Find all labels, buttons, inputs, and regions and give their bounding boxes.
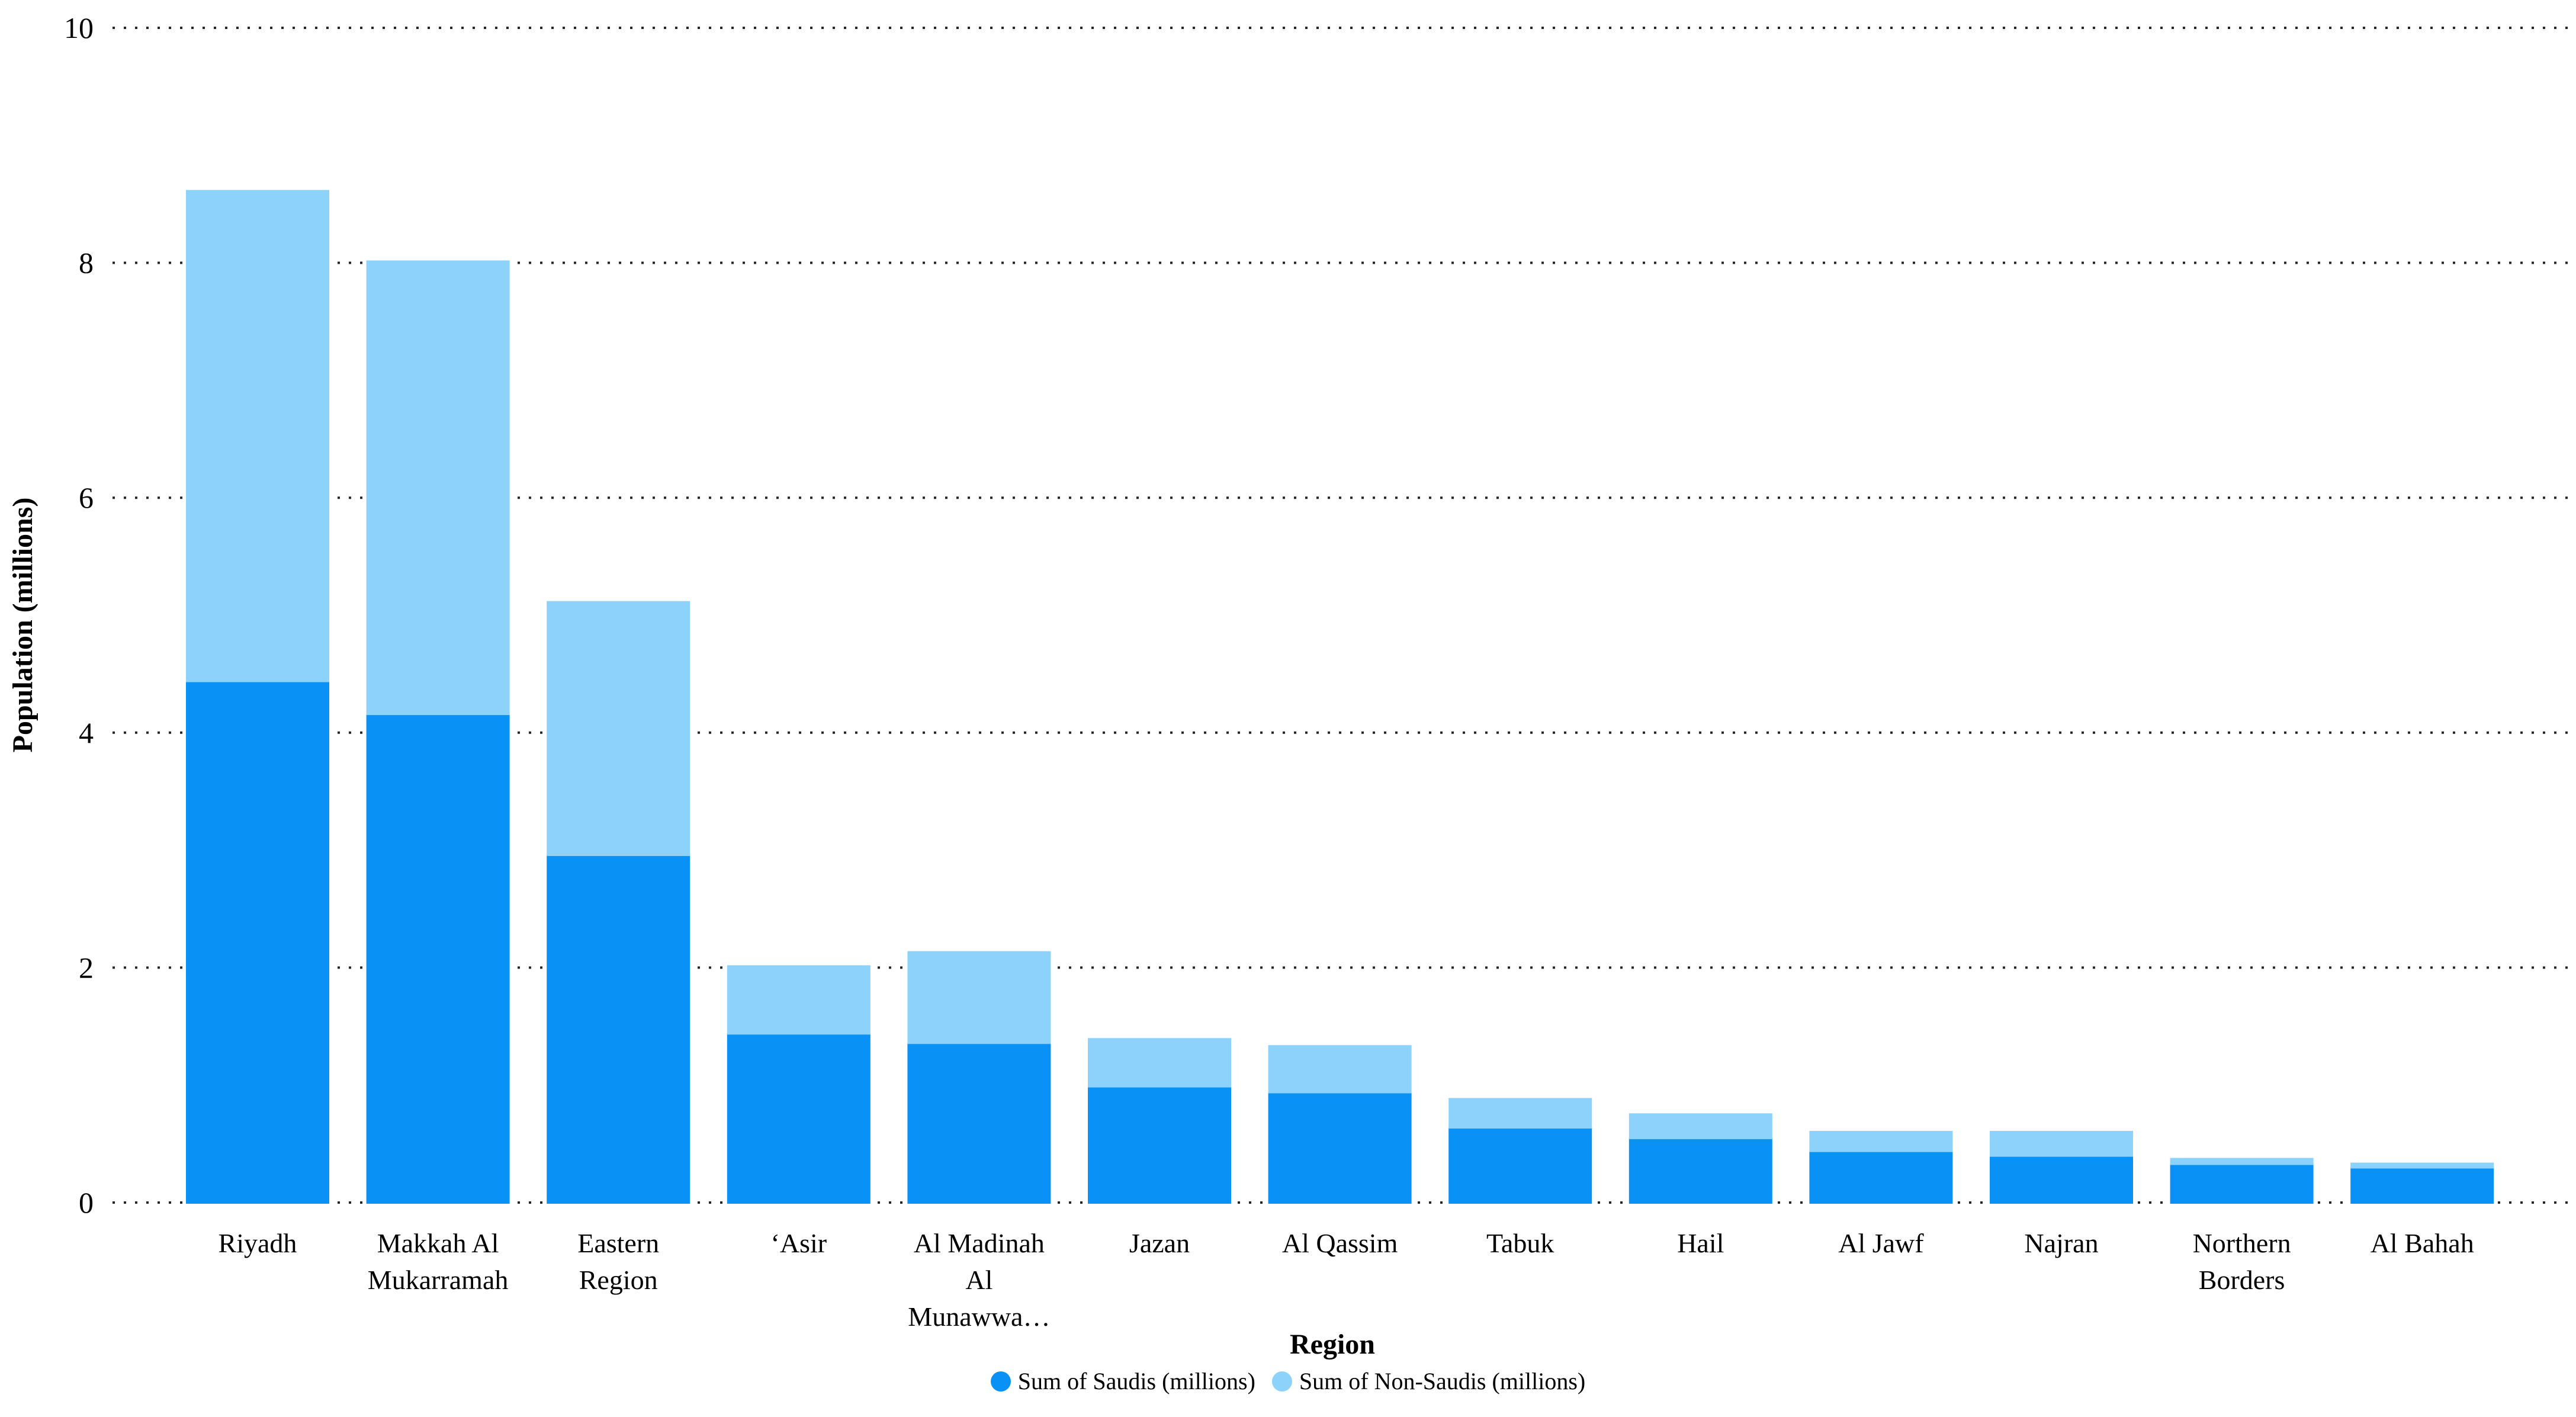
bar-segment-saudis-al-bahah[interactable] [2350,1167,2494,1204]
bar-segment-saudis-eastern-region[interactable] [547,855,690,1204]
bar-segment-saudis-riyadh[interactable] [186,681,329,1204]
bar-segment-non-saudis-al-jawf[interactable] [1809,1131,1953,1152]
bar-segment-non-saudis-makkah-al-mukarramah[interactable] [366,260,510,716]
bar-segment-saudis-al-madinah-al-munawwa[interactable] [907,1043,1051,1204]
x-category-label-hail: Hail [1677,1228,1724,1258]
bar-segment-non-saudis-tabuk[interactable] [1448,1098,1592,1129]
legend-label-saudis: Sum of Saudis (millions) [1017,1368,1255,1394]
bars [186,190,2494,1204]
non-saudis-legend-dot-icon [1271,1371,1292,1392]
bar-segment-non-saudis-al-bahah[interactable] [2350,1162,2494,1169]
y-axis-tick-labels: 0 2 4 6 8 10 [64,11,94,1219]
y-tick-label-0: 0 [79,1186,94,1219]
x-category-label-northern-borders: Northern Borders [2193,1228,2291,1295]
y-tick-label-6: 6 [79,481,94,514]
bar-segment-saudis-makkah-al-mukarramah[interactable] [366,714,510,1204]
x-category-label-eastern-region: Eastern Region [577,1228,659,1295]
bar-segment-saudis-tabuk[interactable] [1448,1127,1592,1204]
x-category-label-al-bahah: Al Bahah [2371,1228,2474,1258]
legend: Sum of Saudis (millions) Sum of Non-Saud… [0,1370,2576,1393]
bar-segment-saudis-northern-borders[interactable] [2170,1163,2314,1204]
bar-segment-saudis-jazan[interactable] [1088,1086,1231,1204]
x-category-label-tabuk: Tabuk [1486,1228,1554,1258]
bar-segment-non-saudis-hail[interactable] [1629,1113,1772,1139]
x-category-label-al-jawf: Al Jawf [1838,1228,1924,1258]
x-category-label-makkah-al-mukarramah: Makkah Al Mukarramah [368,1228,509,1295]
x-axis-category-labels: Riyadh Makkah Al Mukarramah Eastern Region ‘A… [219,1228,2474,1332]
legend-label-non-saudis: Sum of Non-Saudis (millions) [1299,1368,1586,1394]
x-category-label-najran: Najran [2024,1228,2098,1258]
bar-segment-non-saudis-eastern-region[interactable] [547,601,690,857]
bar-segment-non-saudis-asir[interactable] [727,965,871,1035]
x-category-label-al-qassim: Al Qassim [1282,1228,1398,1258]
x-category-label-asir: ‘Asir [771,1228,827,1258]
saudis-legend-dot-icon [990,1371,1011,1392]
x-axis-title: Region [1290,1329,1375,1360]
bar-segment-non-saudis-al-qassim[interactable] [1268,1045,1412,1094]
y-tick-label-2: 2 [79,951,94,984]
x-category-label-jazan: Jazan [1129,1228,1190,1258]
bar-segment-saudis-najran[interactable] [1990,1155,2133,1204]
y-tick-label-4: 4 [79,716,94,749]
bar-segment-non-saudis-riyadh[interactable] [186,190,329,682]
bar-segment-saudis-asir[interactable] [727,1033,871,1204]
x-category-label-riyadh: Riyadh [219,1228,297,1258]
legend-item-non-saudis[interactable]: Sum of Non-Saudis (millions) [1271,1368,1586,1394]
legend-item-saudis[interactable]: Sum of Saudis (millions) [990,1368,1255,1394]
bar-segment-non-saudis-jazan[interactable] [1088,1038,1231,1088]
bar-segment-saudis-al-jawf[interactable] [1809,1150,1953,1204]
x-category-label-al-madinah-al-munawwa: Al Madinah Al Munawwa… [908,1228,1050,1332]
y-tick-label-8: 8 [79,246,94,280]
bar-segment-saudis-hail[interactable] [1629,1137,1772,1204]
bar-segment-non-saudis-northern-borders[interactable] [2170,1158,2314,1165]
bar-segment-non-saudis-najran[interactable] [1990,1131,2133,1157]
bar-segment-non-saudis-al-madinah-al-munawwa[interactable] [907,951,1051,1044]
y-tick-label-10: 10 [64,11,94,44]
bar-segment-saudis-al-qassim[interactable] [1268,1092,1412,1204]
y-axis-title: Population (millions) [7,498,38,753]
